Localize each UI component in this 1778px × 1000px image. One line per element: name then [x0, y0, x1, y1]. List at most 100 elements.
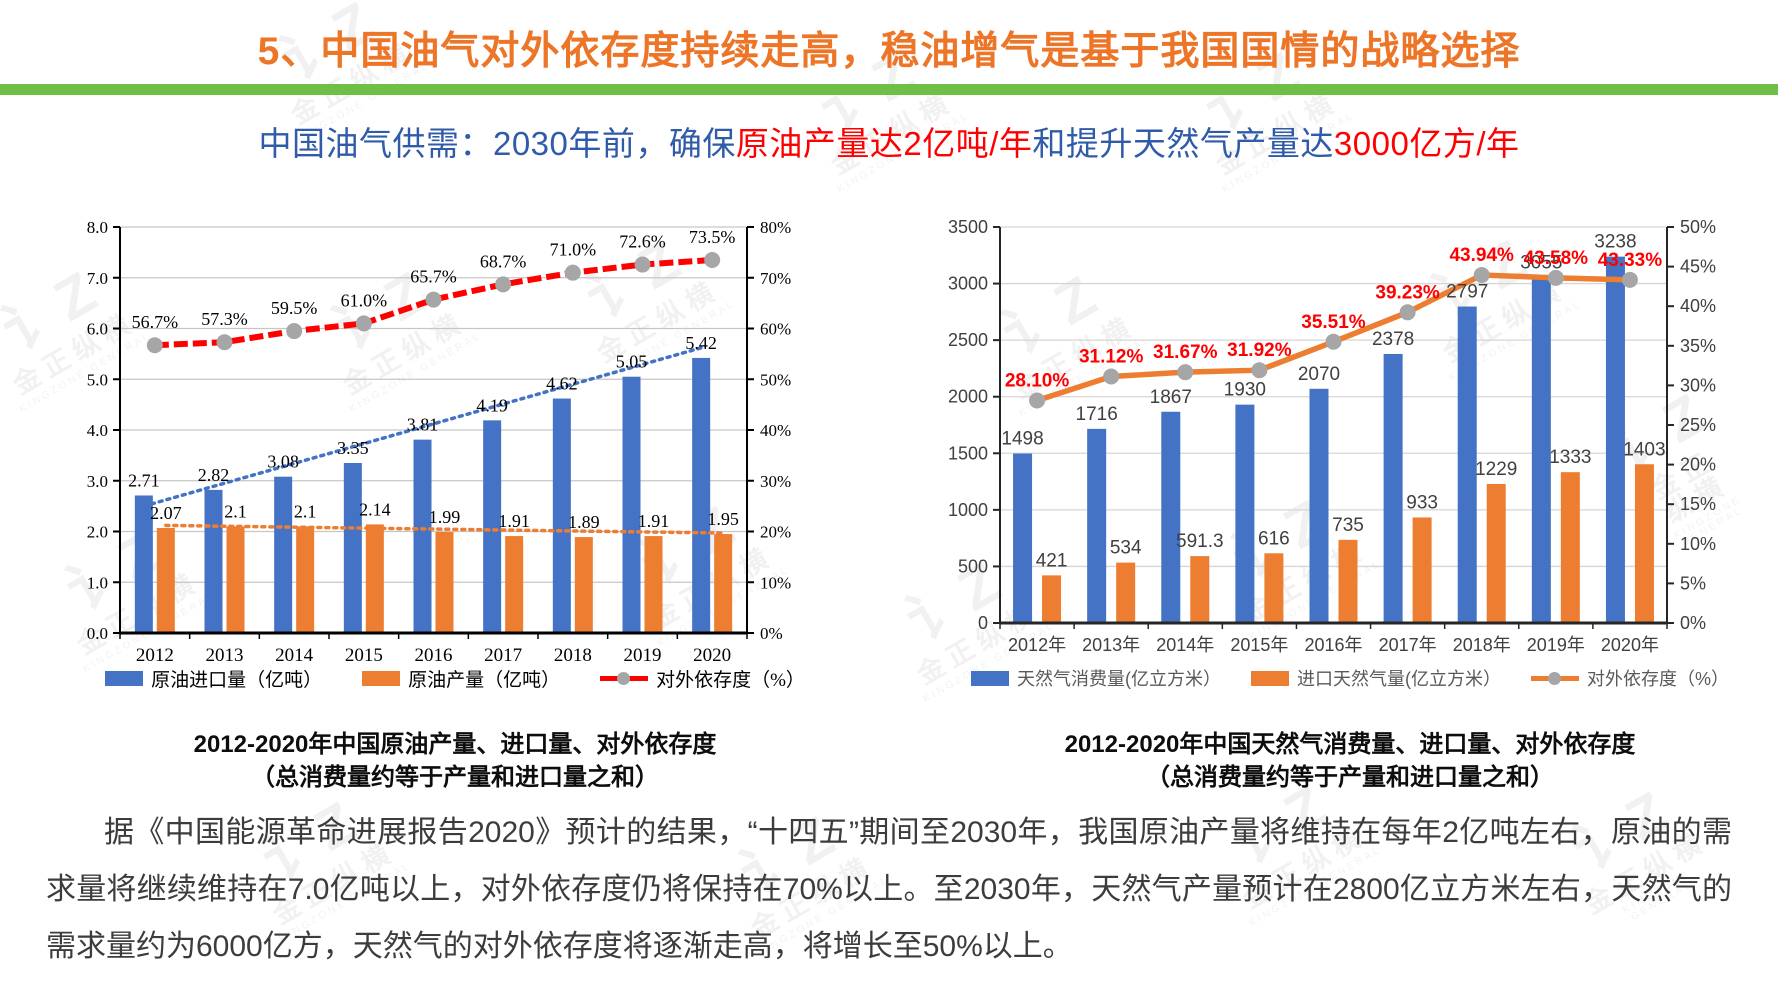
svg-text:45%: 45%: [1680, 257, 1716, 277]
svg-text:5%: 5%: [1680, 573, 1706, 593]
caption-line: 2012-2020年中国天然气消费量、进口量、对外依存度: [1064, 731, 1636, 758]
svg-text:65.7%: 65.7%: [410, 267, 457, 287]
svg-text:80%: 80%: [760, 218, 791, 237]
svg-text:31.12%: 31.12%: [1079, 347, 1144, 368]
subtitle-segment: 中国油气供需：2030年前，确保: [258, 125, 736, 162]
crude-imports-swatch-icon: [105, 671, 144, 686]
svg-text:50%: 50%: [760, 370, 791, 389]
svg-text:2016: 2016: [415, 645, 453, 666]
svg-text:31.92%: 31.92%: [1227, 340, 1292, 361]
svg-text:72.6%: 72.6%: [619, 232, 666, 252]
subtitle: 中国油气供需：2030年前，确保原油产量达2亿吨/年和提升天然气产量达3000亿…: [0, 117, 1778, 165]
svg-text:57.3%: 57.3%: [201, 309, 248, 329]
gas-consumption-swatch-icon: [970, 670, 1009, 686]
svg-text:1.89: 1.89: [568, 512, 600, 532]
svg-text:1500: 1500: [948, 443, 988, 463]
svg-text:3000: 3000: [948, 274, 988, 294]
svg-text:8.0: 8.0: [87, 218, 108, 237]
svg-text:70%: 70%: [760, 269, 791, 288]
svg-text:60%: 60%: [760, 320, 791, 339]
svg-text:1.99: 1.99: [429, 507, 461, 527]
legend-label: 对外依存度（%）: [656, 670, 805, 691]
svg-text:40%: 40%: [760, 421, 791, 440]
svg-text:6.0: 6.0: [87, 320, 108, 339]
crude-oil-chart-caption: 2012-2020年中国原油产量、进口量、对外依存度 （总消费量约等于产量和进口…: [20, 728, 890, 794]
svg-text:591.3: 591.3: [1176, 531, 1224, 552]
crude-production-swatch-icon: [362, 671, 401, 686]
svg-text:1229: 1229: [1475, 459, 1517, 480]
crude-oil-chart-canvas: 2.71 2.823.083.353.814.194.625.055.422.07…: [87, 218, 791, 666]
svg-text:3500: 3500: [948, 217, 988, 237]
svg-text:2000: 2000: [948, 387, 988, 407]
dependency-line-swatch-icon: [1530, 671, 1579, 686]
crude-oil-chart: 2.71 2.82 3.08 3.35 3.81 4.19 4.62 5.05 5.42 2.07…: [20, 190, 890, 670]
svg-text:1867: 1867: [1150, 387, 1192, 408]
svg-text:20%: 20%: [760, 523, 791, 542]
legend-label: 对外依存度（%）: [1586, 669, 1729, 689]
svg-text:3055: 3055: [1520, 252, 1562, 273]
svg-text:43.58%: 43.58%: [1524, 248, 1589, 269]
svg-text:10%: 10%: [1680, 534, 1716, 554]
svg-text:0.0: 0.0: [87, 624, 108, 643]
svg-text:2014: 2014: [275, 645, 314, 666]
svg-text:1403: 1403: [1623, 439, 1665, 460]
svg-text:2019: 2019: [624, 645, 662, 666]
svg-text:56.7%: 56.7%: [132, 312, 179, 332]
svg-text:2013: 2013: [206, 645, 244, 666]
svg-text:735: 735: [1332, 515, 1364, 536]
body-paragraph: 据《中国能源革命进展报告2020》预计的结果，“十四五”期间至2030年，我国原…: [46, 816, 1732, 963]
svg-text:1.91: 1.91: [498, 511, 530, 531]
svg-text:4.19: 4.19: [476, 395, 508, 415]
legend-item-gas-consumption: 天然气消费量(亿立方米）: [970, 665, 1221, 691]
svg-text:5.42: 5.42: [685, 333, 717, 353]
svg-text:2.0: 2.0: [87, 523, 108, 542]
svg-text:3238: 3238: [1594, 232, 1636, 253]
svg-text:71.0%: 71.0%: [550, 240, 597, 260]
svg-text:534: 534: [1110, 538, 1142, 559]
natural-gas-legend: 天然气消费量(亿立方米） 进口天然气量(亿立方米） 对外依存度（%）: [930, 665, 1770, 691]
svg-text:1000: 1000: [948, 500, 988, 520]
svg-text:68.7%: 68.7%: [480, 251, 527, 271]
caption-line: 2012-2020年中国原油产量、进口量、对外依存度: [193, 731, 717, 758]
svg-text:3.35: 3.35: [337, 438, 369, 458]
legend-item-gas-imports: 进口天然气量(亿立方米）: [1250, 665, 1501, 691]
svg-text:43.33%: 43.33%: [1598, 250, 1663, 271]
svg-text:5.05: 5.05: [616, 352, 648, 372]
svg-text:2020: 2020: [693, 645, 731, 666]
dependency-line-swatch-icon: [600, 671, 649, 686]
legend-item-crude-production: 原油产量（亿吨）: [362, 665, 560, 692]
svg-text:2.82: 2.82: [198, 465, 230, 485]
svg-text:3.08: 3.08: [267, 452, 299, 472]
svg-text:500: 500: [958, 556, 988, 576]
svg-text:28.10%: 28.10%: [1005, 370, 1070, 391]
svg-text:73.5%: 73.5%: [689, 227, 736, 247]
svg-text:0%: 0%: [760, 624, 783, 643]
svg-text:3.81: 3.81: [407, 415, 439, 435]
svg-text:10%: 10%: [760, 573, 791, 592]
svg-text:35.51%: 35.51%: [1301, 312, 1366, 333]
svg-text:421: 421: [1036, 550, 1068, 571]
svg-text:15%: 15%: [1680, 494, 1716, 514]
legend-label: 原油进口量（亿吨）: [151, 670, 323, 691]
svg-text:1498: 1498: [1001, 429, 1043, 450]
svg-text:2019年: 2019年: [1527, 635, 1585, 655]
gas-imports-swatch-icon: [1250, 670, 1289, 686]
svg-text:39.23%: 39.23%: [1375, 282, 1440, 303]
svg-text:1.0: 1.0: [87, 573, 108, 592]
legend-item-gas-dependency: 对外依存度（%）: [1530, 665, 1729, 691]
svg-text:2.1: 2.1: [294, 501, 317, 521]
svg-text:59.5%: 59.5%: [271, 298, 318, 318]
natural-gas-chart-caption: 2012-2020年中国天然气消费量、进口量、对外依存度 （总消费量约等于产量和…: [930, 728, 1770, 794]
natural-gas-chart-canvas: 1498 1716 1867 1930 2070 2378 2797 3055 3238 421 5…: [948, 217, 1716, 655]
svg-text:2797: 2797: [1446, 282, 1488, 303]
svg-text:2017: 2017: [484, 645, 522, 666]
svg-text:2.07: 2.07: [150, 503, 182, 523]
page-title: 5、中国油气对外依存度持续走高，稳油增气是基于我国国情的战略选择: [257, 30, 1521, 73]
svg-text:35%: 35%: [1680, 336, 1716, 356]
svg-text:2.1: 2.1: [224, 501, 247, 521]
svg-text:2500: 2500: [948, 330, 988, 350]
legend-item-crude-dependency: 对外依存度（%）: [600, 665, 805, 692]
subtitle-segment: 和提升天然气产量达: [1032, 125, 1334, 162]
svg-text:7.0: 7.0: [87, 269, 108, 288]
